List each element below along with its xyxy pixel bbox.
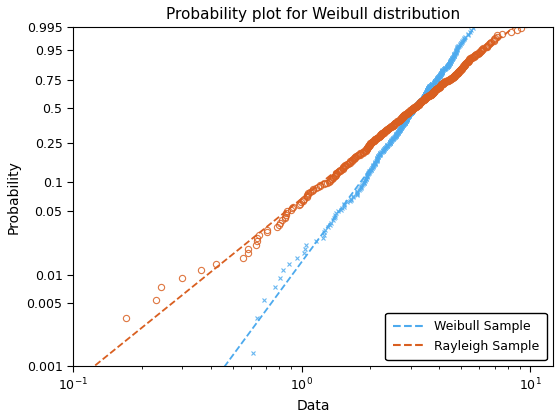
Y-axis label: Probability: Probability (7, 160, 21, 234)
Title: Probability plot for Weibull distribution: Probability plot for Weibull distributio… (166, 7, 460, 22)
X-axis label: Data: Data (296, 399, 330, 413)
Legend: Weibull Sample, Rayleigh Sample: Weibull Sample, Rayleigh Sample (385, 313, 547, 360)
